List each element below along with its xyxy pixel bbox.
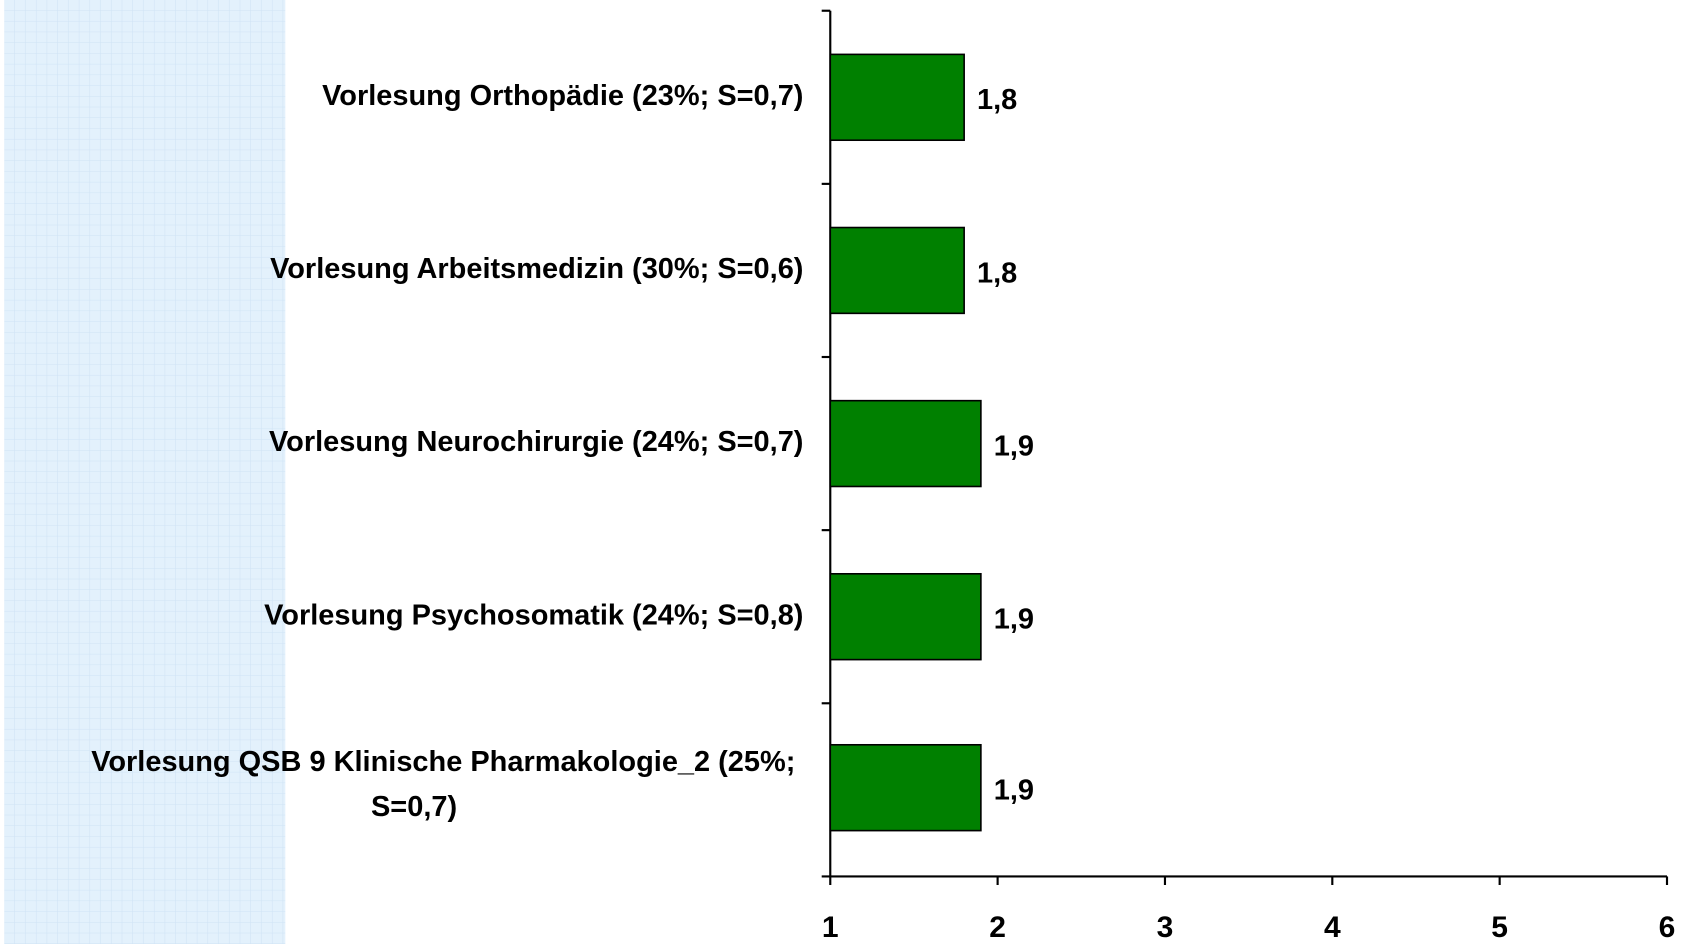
category-label: Vorlesung QSB 9 Klinische Pharmakologie_… [91,746,803,823]
data-label: 1,8 [977,84,1017,116]
bar [829,743,982,832]
x-tick-label: 5 [1491,911,1508,944]
data-label: 1,8 [977,257,1017,289]
category-label: Vorlesung Neurochirurgie (24%; S=0,7) [269,426,803,458]
category-label: Vorlesung Psychosomatik (24%; S=0,8) [264,599,803,631]
background-panel [4,0,286,944]
bar [829,572,982,661]
x-tick-label: 6 [1659,911,1676,944]
x-tick-label: 3 [1157,911,1174,944]
bar [829,226,965,315]
x-tick-label: 4 [1324,911,1341,944]
data-label: 1,9 [994,775,1034,807]
bar [829,53,965,142]
bar [829,399,982,488]
data-label: 1,9 [994,604,1034,636]
data-label: 1,9 [994,431,1034,463]
x-tick-label: 1 [822,911,839,944]
x-tick-label: 2 [989,911,1006,944]
category-label: Vorlesung Orthopädie (23%; S=0,7) [322,80,803,112]
category-label: Vorlesung Arbeitsmedizin (30%; S=0,6) [270,253,803,285]
